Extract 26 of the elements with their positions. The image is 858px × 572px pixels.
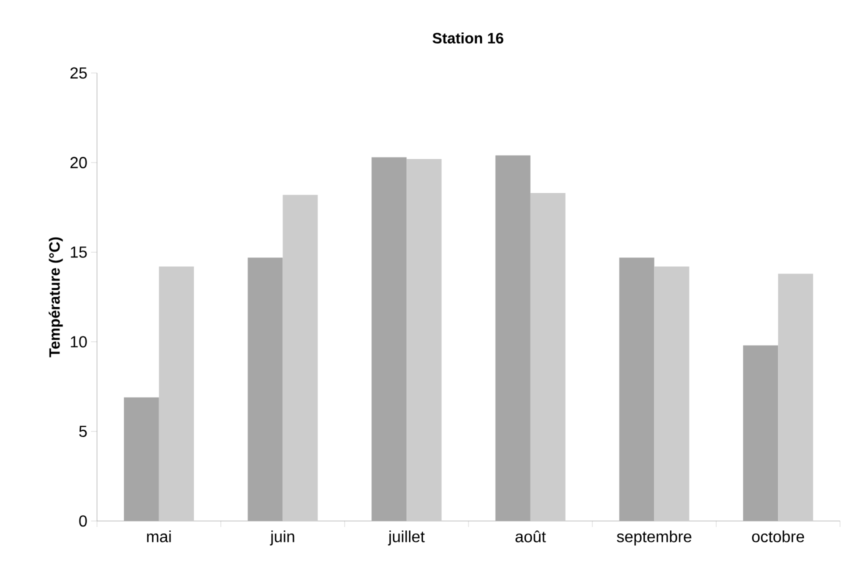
x-tick-label: août: [516, 530, 546, 542]
bar: [619, 258, 654, 521]
y-tick-label: 0: [79, 515, 87, 527]
x-tick-label: septembre: [616, 530, 692, 546]
bar: [654, 266, 690, 521]
bar: [406, 159, 442, 521]
y-axis-title: Température (°C): [48, 237, 63, 358]
y-tick-label: 5: [79, 426, 87, 437]
bar: [124, 397, 159, 521]
y-tick-label: 10: [70, 336, 87, 348]
bar: [778, 274, 814, 521]
y-tick-label: 15: [70, 246, 87, 258]
bar: [372, 157, 407, 521]
x-tick-label: mai: [147, 530, 171, 542]
chart-title: Station 16: [432, 32, 504, 44]
bar: [282, 194, 318, 521]
x-tick-label: juin: [270, 530, 294, 546]
bar: [158, 266, 194, 521]
y-tick-label: 25: [70, 67, 87, 79]
bar: [743, 345, 778, 521]
bar: [495, 155, 530, 521]
x-tick-label: juillet: [388, 530, 425, 546]
bar: [248, 258, 283, 521]
bar: [530, 193, 566, 521]
y-tick-label: 20: [70, 156, 87, 168]
x-tick-label: octobre: [752, 530, 804, 542]
